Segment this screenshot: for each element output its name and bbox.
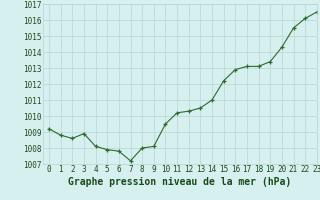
X-axis label: Graphe pression niveau de la mer (hPa): Graphe pression niveau de la mer (hPa): [68, 177, 292, 187]
